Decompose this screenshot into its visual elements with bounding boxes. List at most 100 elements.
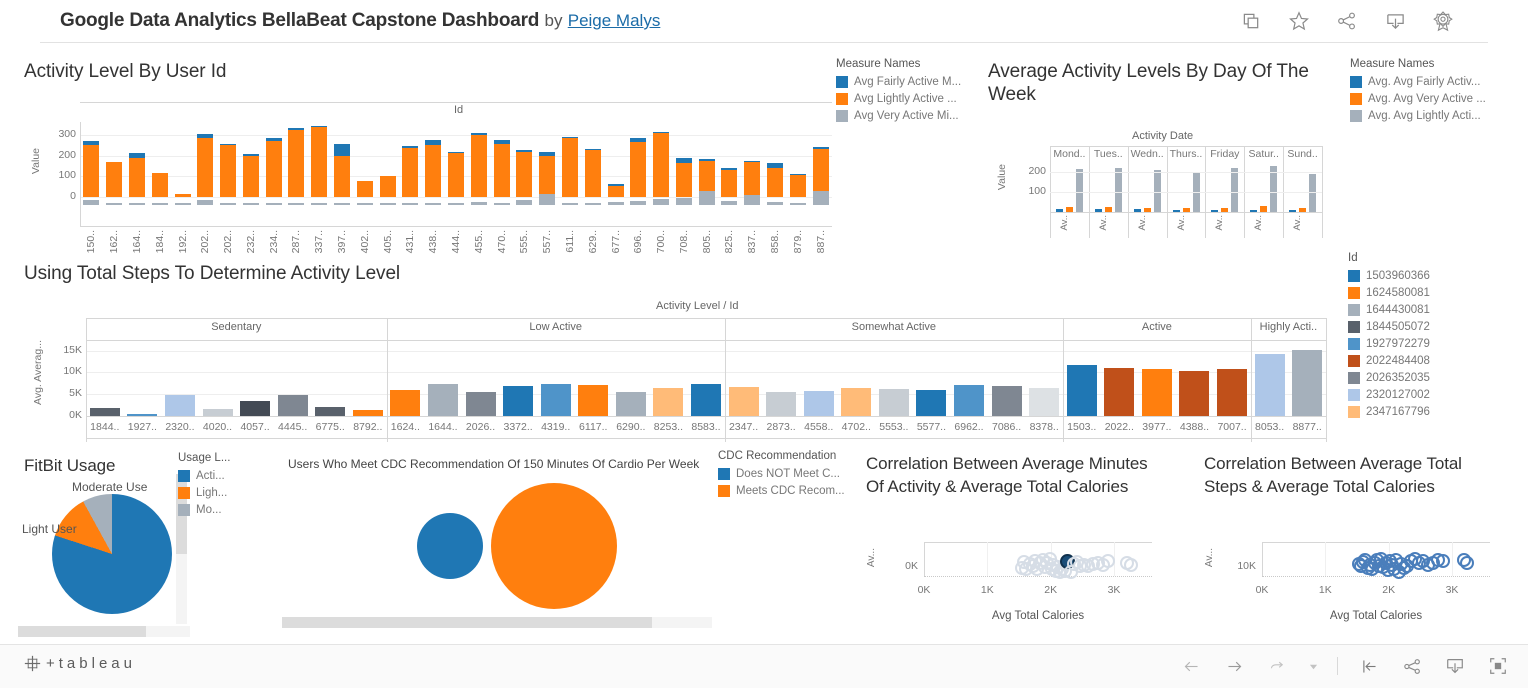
- chart3-legend-item[interactable]: 2320127002: [1348, 386, 1528, 403]
- chart2-legend-items[interactable]: Avg. Avg Fairly Activ...Avg. Avg Very Ac…: [1350, 73, 1525, 124]
- chart3-legend-item[interactable]: 2347167796: [1348, 403, 1528, 420]
- chart1-bar-segment[interactable]: [311, 126, 327, 197]
- copy-icon[interactable]: [1238, 8, 1264, 34]
- chart1-bar-segment[interactable]: [402, 203, 418, 205]
- chart1-bar-segment[interactable]: [243, 203, 259, 205]
- chart2-bar[interactable]: [1270, 166, 1277, 212]
- chart2-bar[interactable]: [1231, 168, 1238, 212]
- chart3-bar[interactable]: [1179, 371, 1209, 416]
- chart1-bar-segment[interactable]: [608, 186, 624, 198]
- chart1-bar-segment[interactable]: [288, 130, 304, 198]
- chart1-bar-segment[interactable]: [721, 168, 737, 169]
- chart1-bar-segment[interactable]: [494, 140, 510, 144]
- share-icon[interactable]: [1334, 8, 1360, 34]
- chart1-bar-segment[interactable]: [516, 200, 532, 205]
- share-icon[interactable]: [1400, 654, 1424, 678]
- chart3-bar[interactable]: [503, 386, 533, 416]
- chart1-bar-segment[interactable]: [129, 153, 145, 157]
- chart2-bar[interactable]: [1154, 170, 1161, 212]
- chart3-bar[interactable]: [390, 390, 420, 416]
- chart2-bar[interactable]: [1076, 169, 1083, 212]
- pie-horizontal-scrollbar[interactable]: [18, 626, 190, 637]
- chart1-bar-segment[interactable]: [334, 144, 350, 156]
- chart1-bar-segment[interactable]: [448, 203, 464, 205]
- chart1-bar-segment[interactable]: [83, 141, 99, 144]
- chart3-bar[interactable]: [916, 390, 946, 416]
- bubble-mark[interactable]: [491, 483, 617, 609]
- chart1-bar-segment[interactable]: [471, 202, 487, 205]
- chart1-bar-segment[interactable]: [220, 144, 236, 145]
- chart1-bar-segment[interactable]: [425, 145, 441, 198]
- bubble-hscroll-thumb[interactable]: [282, 617, 652, 628]
- chart3-bar[interactable]: [90, 408, 120, 416]
- chart3-bar[interactable]: [428, 384, 458, 416]
- chart1-bar-segment[interactable]: [539, 156, 555, 197]
- chart1-bar-segment[interactable]: [562, 137, 578, 138]
- chart1-bar-segment[interactable]: [744, 162, 760, 197]
- bubble-legend-items[interactable]: Does NOT Meet C...Meets CDC Recom...: [718, 465, 868, 499]
- chart1-bar-segment[interactable]: [220, 145, 236, 198]
- chart1-bar-segment[interactable]: [494, 144, 510, 197]
- tableau-logo[interactable]: +tableau: [24, 655, 136, 672]
- scatter-point[interactable]: [1460, 556, 1474, 570]
- chart1-bar-segment[interactable]: [106, 162, 122, 197]
- chart1-bar-segment[interactable]: [790, 174, 806, 175]
- chart3-legend-item[interactable]: 2022484408: [1348, 352, 1528, 369]
- chart3-bar[interactable]: [616, 392, 646, 416]
- chart1-bar-segment[interactable]: [197, 134, 213, 138]
- chart1-bar-segment[interactable]: [380, 176, 396, 198]
- chart1-bar-segment[interactable]: [83, 200, 99, 206]
- chart1-bar-segment[interactable]: [516, 152, 532, 198]
- chart1-bar-segment[interactable]: [744, 195, 760, 205]
- chart1-bar-segment[interactable]: [425, 140, 441, 144]
- chart3-bar[interactable]: [541, 384, 571, 416]
- chart1-bar-segment[interactable]: [357, 181, 373, 197]
- chart1-bar-segment[interactable]: [676, 198, 692, 205]
- chart1-bar-segment[interactable]: [266, 141, 282, 197]
- chart1-bar-segment[interactable]: [676, 163, 692, 198]
- chart1-bar-segment[interactable]: [220, 203, 236, 205]
- chart1-legend-item[interactable]: Avg Fairly Active M...: [836, 73, 986, 90]
- bubble-legend-item[interactable]: Meets CDC Recom...: [718, 482, 868, 499]
- chart1-bar-segment[interactable]: [357, 203, 373, 205]
- chart1-bar-segment[interactable]: [175, 194, 191, 197]
- chart1-bar-segment[interactable]: [288, 203, 304, 205]
- chart3-bar[interactable]: [203, 409, 233, 416]
- chart1-bar-segment[interactable]: [402, 146, 418, 148]
- chart3-bar[interactable]: [240, 401, 270, 416]
- chart3-bar[interactable]: [1029, 388, 1059, 416]
- chart1-bar-segment[interactable]: [402, 148, 418, 198]
- chart1-bar-segment[interactable]: [721, 170, 737, 198]
- pie-legend-item[interactable]: Mo...: [178, 501, 258, 518]
- download-icon[interactable]: [1382, 8, 1408, 34]
- scatter-point[interactable]: [1436, 554, 1450, 568]
- chart1-bar-segment[interactable]: [197, 138, 213, 198]
- chart1-legend-item[interactable]: Avg Lightly Active ...: [836, 90, 986, 107]
- chart2-legend-item[interactable]: Avg. Avg Fairly Activ...: [1350, 73, 1525, 90]
- chart1-bar-segment[interactable]: [243, 154, 259, 155]
- chart3-legend-item[interactable]: 1644430081: [1348, 301, 1528, 318]
- chart3-bar[interactable]: [165, 395, 195, 416]
- chart1-bar-segment[interactable]: [471, 135, 487, 197]
- chart1-bar-segment[interactable]: [699, 159, 715, 161]
- chart2-legend-item[interactable]: Avg. Avg Very Active ...: [1350, 90, 1525, 107]
- chart1-bar-segment[interactable]: [197, 200, 213, 205]
- chart1-legend-items[interactable]: Avg Fairly Active M...Avg Lightly Active…: [836, 73, 986, 124]
- chart1-bar-segment[interactable]: [790, 175, 806, 197]
- pie-hscroll-thumb[interactable]: [18, 626, 146, 637]
- chart1-legend-item[interactable]: Avg Very Active Mi...: [836, 107, 986, 124]
- chart1-bar-segment[interactable]: [175, 203, 191, 205]
- chart1-bar-segment[interactable]: [562, 138, 578, 197]
- chart3-bar[interactable]: [653, 388, 683, 416]
- chart1-bar-segment[interactable]: [630, 201, 646, 206]
- chart1-bar-segment[interactable]: [129, 158, 145, 198]
- chart3-bar[interactable]: [315, 407, 345, 416]
- chart3-bar[interactable]: [1292, 350, 1322, 416]
- chart3-bar[interactable]: [804, 391, 834, 416]
- chart1-bar-segment[interactable]: [630, 138, 646, 142]
- chart1-bar-segment[interactable]: [608, 202, 624, 206]
